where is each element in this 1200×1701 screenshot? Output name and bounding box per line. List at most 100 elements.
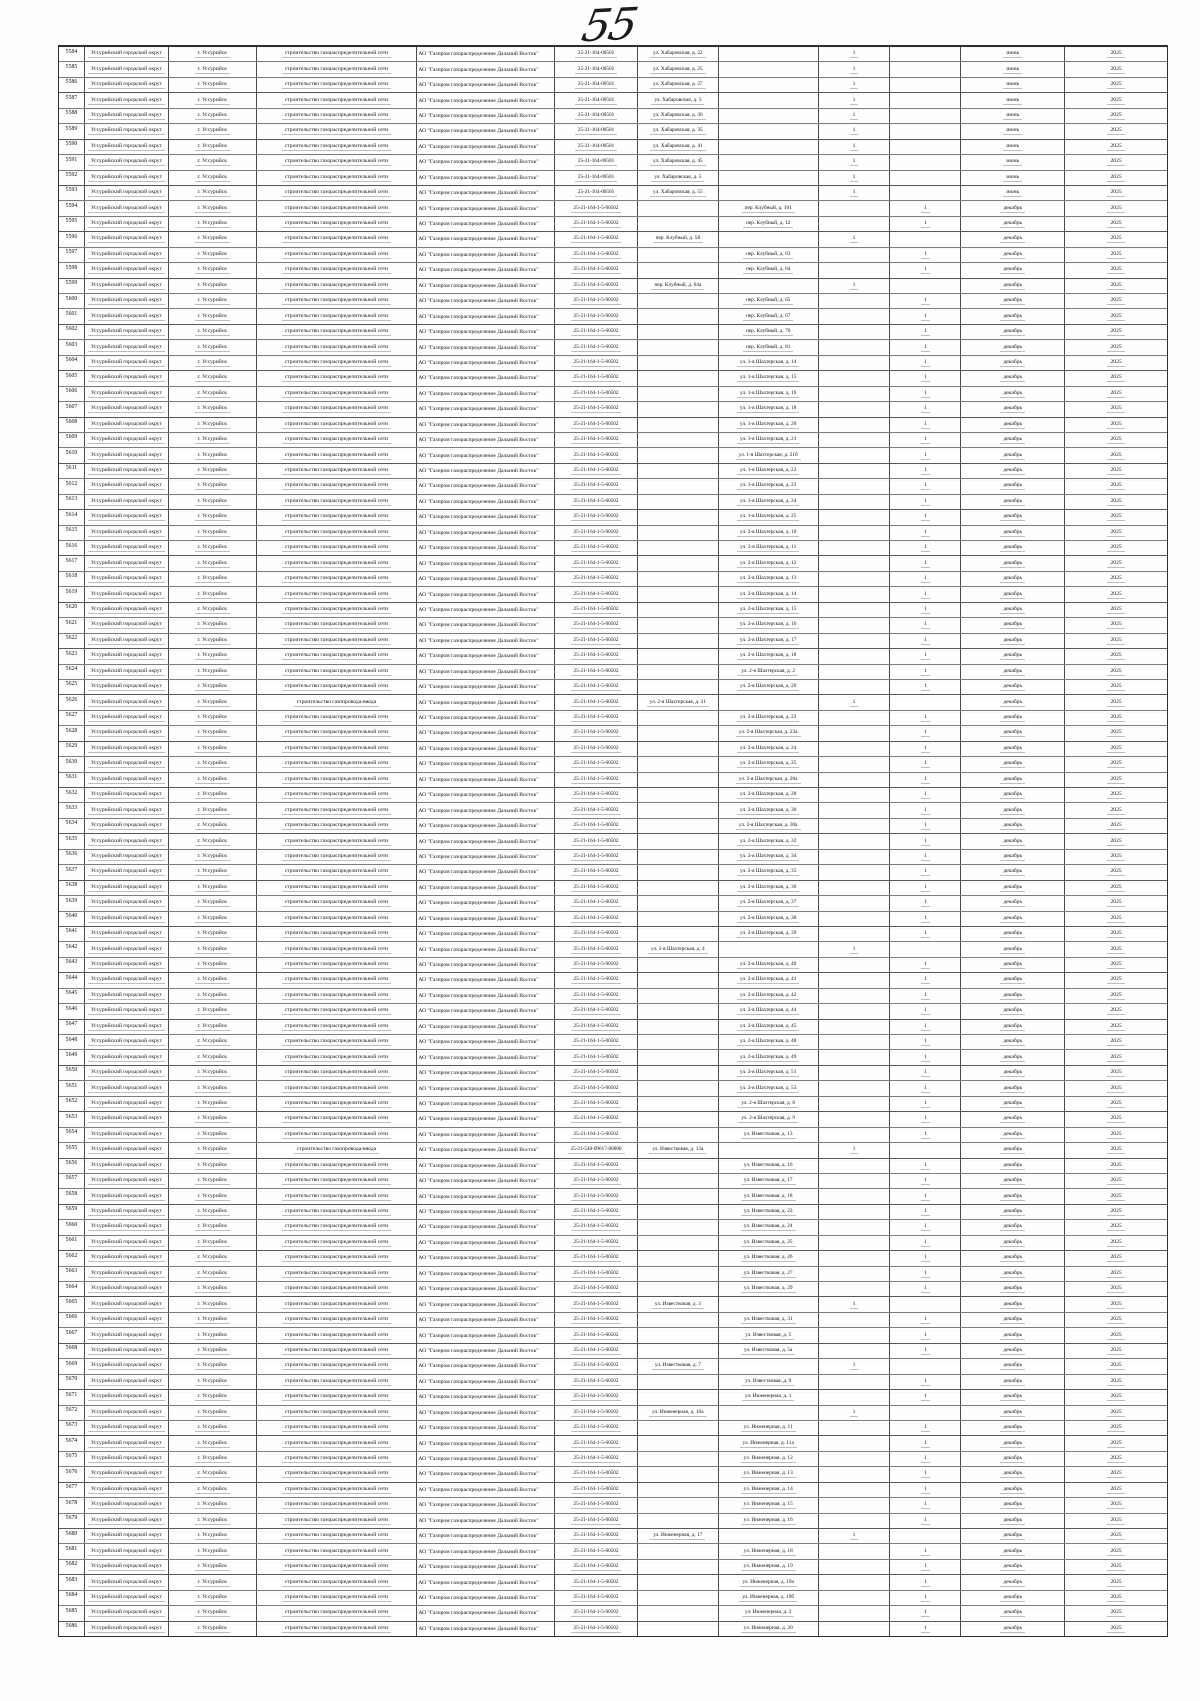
table-row: 5675 Уссурийский городской округ г. Уссури… [59, 1451, 1167, 1468]
cell-city-text: г. Уссурийск [194, 1270, 230, 1278]
cell-organization-text: АО "Газпром газораспределение Дальний Во… [418, 931, 539, 938]
cell-row-number-text: 5599 [65, 280, 78, 287]
cell-count-b: 1 [890, 1004, 962, 1019]
cell-district: Уссурийский городской округ [85, 417, 169, 432]
cell-address-b [719, 62, 819, 77]
cell-code: 25-21-164-1-5-00502 [555, 1559, 638, 1575]
cell-year: 2025 [1065, 140, 1167, 154]
cell-work-type-text: строительство газораспределительной сети [281, 591, 392, 599]
cell-code-text: 25-21-164-1-5-00502 [570, 436, 622, 445]
cell-count-a: 1 [819, 278, 891, 293]
cell-code: 25-21-164-1-5-00502 [555, 942, 638, 957]
cell-address-b [719, 695, 819, 710]
cell-year: 2025 [1065, 201, 1167, 215]
cell-district: Уссурийский городской округ [85, 294, 169, 309]
cell-address-b: ул. Инженерная, д. 18 [719, 1544, 819, 1559]
cell-month-text: декабрь [1000, 1625, 1026, 1633]
cell-address-a [638, 1251, 719, 1266]
cell-row-number-text: 5584 [65, 48, 78, 55]
cell-year: 2025 [1065, 1606, 1167, 1620]
cell-count-a [819, 1374, 891, 1390]
cell-count-b: 1 [890, 741, 962, 757]
cell-count-b: 1 [890, 371, 962, 386]
cell-city-text: г. Уссурийск [194, 313, 230, 321]
cell-work-type-text: строительство газораспределительной сети [281, 868, 392, 877]
cell-address-b-text: ул. 2-я Шахтерская, д. 14 [737, 591, 800, 599]
cell-organization-text: АО "Газпром газораспределение Дальний Во… [418, 838, 539, 845]
cell-district-text: Уссурийский городской округ [87, 467, 165, 476]
cell-address-b-text: ул. Инженерная, д. 16 [740, 1517, 796, 1525]
cell-city: г. Уссурийск [169, 185, 257, 201]
cell-organization-text: АО "Газпром газораспределение Дальний Во… [418, 205, 539, 212]
cell-month-text: декабрь [1000, 1424, 1026, 1433]
cell-count-a [819, 355, 891, 371]
cell-district-text: Уссурийский городской округ [87, 1054, 165, 1062]
cell-code-text: 25-21-164-1-5-00502 [570, 266, 622, 275]
cell-month-text: июнь [1003, 112, 1023, 120]
cell-address-b: ул. 2-я Шахтерская, д. 18 [719, 649, 819, 664]
cell-row-number-text: 5683 [65, 1576, 78, 1583]
cell-address-a [638, 849, 719, 865]
cell-year-text: 2025 [1107, 1285, 1125, 1294]
table-row: 5625 Уссурийский городской округ г. Уссури… [59, 679, 1167, 696]
cell-address-a [638, 247, 719, 263]
cell-count-b-text: 1 [921, 467, 930, 476]
cell-district-text: Уссурийский городской округ [87, 1146, 165, 1155]
cell-work-type-text: строительство газораспределительной сети [281, 683, 392, 692]
cell-row-number-text: 5615 [65, 527, 78, 534]
cell-row-number: 5588 [59, 108, 85, 124]
cell-address-b [719, 1405, 819, 1420]
table-row: 5598 Уссурийский городской округ г. Уссури… [59, 263, 1167, 279]
cell-district: Уссурийский городской округ [85, 772, 169, 787]
cell-count-b-text: 1 [921, 205, 930, 213]
cell-month: декабрь [961, 1529, 1066, 1544]
cell-code-text: 25-21-164-1-5-00502 [570, 482, 622, 491]
cell-address-b: пер. Клубный, д. 67 [719, 309, 819, 324]
cell-count-b-text: 1 [921, 776, 930, 784]
cell-organization: АО "Газпром газораспределение Дальний Во… [417, 278, 556, 293]
cell-year: 2025 [1065, 248, 1167, 262]
cell-city-text: г. Уссурийск [194, 97, 230, 105]
cell-work-type: строительство газораспределительной сети [257, 1312, 418, 1328]
cell-month-text: декабрь [1000, 235, 1026, 244]
cell-work-type: строительство газораспределительной сети [257, 170, 418, 185]
cell-organization: АО "Газпром газораспределение Дальний Во… [417, 124, 556, 139]
cell-organization: АО "Газпром газораспределение Дальний Во… [417, 896, 556, 911]
cell-code-text: 25-21-164-1-5-00502 [570, 421, 622, 429]
cell-row-number: 5683 [59, 1575, 85, 1590]
cell-work-type-text: строительство газораспределительной сети [281, 915, 392, 923]
cell-count-b-text: 1 [921, 915, 930, 923]
cell-district-text: Уссурийский городской округ [87, 482, 165, 491]
cell-code-text: 25-21-164-1-5-00502 [570, 652, 622, 661]
cell-code-text: 25-21-548-09617-00000 [567, 1146, 625, 1155]
cell-city: г. Уссурийск [169, 1112, 257, 1127]
cell-row-number-text: 5644 [65, 974, 78, 981]
cell-work-type: строительство газораспределительной сети [257, 1065, 418, 1081]
cell-count-b-text: 1 [921, 1270, 930, 1278]
cell-row-number: 5675 [59, 1451, 85, 1467]
cell-year-text: 2025 [1107, 266, 1125, 275]
table-row: 5636 Уссурийский городской округ г. Уссури… [59, 849, 1167, 866]
cell-count-b: 1 [890, 1065, 962, 1081]
table-row: 5628 Уссурийский городской округ г. Уссури… [59, 726, 1167, 742]
cell-row-number-text: 5596 [65, 233, 78, 240]
cell-month: июнь [961, 170, 1066, 185]
cell-year-text: 2025 [1107, 1440, 1125, 1448]
cell-count-a [819, 618, 891, 633]
cell-count-a [819, 479, 891, 494]
cell-row-number: 5634 [59, 818, 85, 834]
cell-address-b: ул. Инженерная, д. 12 [719, 1451, 819, 1467]
cell-count-a: 1 [819, 47, 891, 62]
cell-address-b-text: ул. Известковая, д. 23 [740, 1208, 796, 1217]
cell-count-b-text: 1 [921, 822, 930, 831]
cell-organization-text: АО "Газпром газораспределение Дальний Во… [418, 730, 539, 737]
cell-work-type-text: строительство газораспределительной сети [281, 1023, 392, 1031]
cell-city-text: г. Уссурийск [194, 1594, 230, 1602]
cell-district-text: Уссурийский городской округ [87, 1517, 165, 1525]
cell-work-type: строительство газораспределительной сети [257, 355, 418, 371]
cell-year-text: 2025 [1107, 606, 1125, 614]
cell-code: 25-21-164-1-5-00502 [555, 1544, 638, 1559]
cell-city-text: г. Уссурийск [194, 1316, 230, 1325]
cell-count-b [890, 62, 962, 77]
cell-district-text: Уссурийский городской округ [87, 374, 165, 383]
